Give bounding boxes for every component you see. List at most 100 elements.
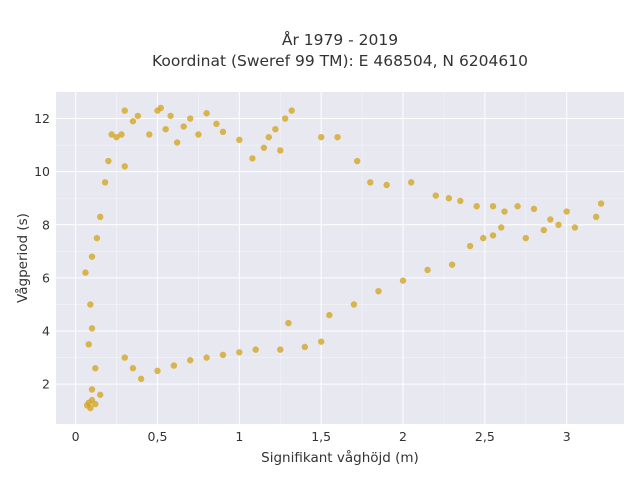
data-point [236,136,243,144]
data-point [88,325,96,332]
data-point [92,365,99,372]
data-point [101,179,109,186]
data-point [375,288,382,295]
data-point [219,128,227,136]
y-axis-title: Vågperiod (s) [14,213,31,303]
chart-title-line-1: År 1979 - 2019 [282,30,398,49]
data-point [281,115,289,122]
data-point [383,181,390,189]
data-point [108,131,115,138]
data-point [167,112,174,120]
data-point [555,221,562,228]
data-point [597,200,605,207]
y-tick-label: 6 [42,270,50,285]
data-point [157,104,164,112]
data-point [334,133,341,141]
data-point [353,157,361,165]
data-point [326,311,333,319]
data-point [87,404,94,412]
data-point [249,155,256,162]
plot-area [56,92,624,424]
data-point [252,346,259,353]
data-point [466,242,474,250]
data-point [121,107,128,114]
data-point [514,203,521,210]
data-point [457,197,464,205]
data-point [277,147,284,154]
data-point [350,301,358,308]
x-axis-title: Signifikant våghöjd (m) [261,449,419,466]
data-point [399,277,407,284]
y-tick-label: 12 [34,111,50,126]
data-point [317,338,325,345]
data-point [187,357,194,364]
data-point [285,319,292,327]
data-point [408,179,415,186]
data-point [547,216,554,223]
data-point [121,163,128,170]
data-point [317,133,325,141]
data-point [113,133,120,141]
data-point [448,261,456,268]
data-point [563,208,570,215]
data-point [288,107,295,114]
data-point [473,203,480,210]
chart-title-line-2: Koordinat (Sweref 99 TM): E 468504, N 62… [152,52,528,70]
data-point [219,351,227,359]
data-point [97,391,104,398]
data-point [432,192,439,199]
data-point [93,234,101,242]
data-point [501,208,508,215]
data-point [134,112,142,120]
data-point [121,354,128,361]
data-point [530,205,538,213]
data-point [97,213,104,221]
x-tick-label: 1 [235,429,243,444]
data-point [129,365,137,372]
data-point [162,125,169,133]
data-point [187,115,194,122]
data-point [88,386,96,393]
x-tick-label: 0,5 [148,429,168,444]
data-point [301,343,309,351]
data-point [203,354,210,361]
data-point [203,110,210,117]
data-point [445,195,453,202]
y-axis-ticks: 2 4 6 8 10 12 [34,111,50,392]
data-point [105,157,112,165]
data-point [213,120,220,128]
data-point [85,341,92,348]
data-point [480,234,487,242]
data-point [146,131,153,138]
grid-lines [56,92,624,424]
data-point [87,301,94,308]
data-point [154,367,161,375]
data-point [522,234,529,242]
data-point [137,375,145,383]
data-points [82,104,605,412]
data-point [424,266,431,274]
data-point [277,346,284,353]
y-tick-label: 8 [42,217,50,232]
data-point [129,118,137,125]
data-point [118,131,125,138]
data-point [265,133,272,141]
data-point [272,125,279,133]
x-tick-label: 3 [563,429,571,444]
data-point [92,400,99,408]
data-point [260,144,268,151]
data-point [88,253,96,260]
data-point [540,226,547,234]
data-point [82,269,89,276]
data-point [195,131,202,138]
x-tick-label: 2 [399,429,407,444]
data-point [489,203,497,210]
data-point [367,179,374,186]
data-point [489,232,497,239]
data-point [592,213,600,221]
data-point [498,224,505,231]
y-tick-label: 10 [34,164,50,179]
data-point [173,139,181,146]
data-point [571,224,579,231]
